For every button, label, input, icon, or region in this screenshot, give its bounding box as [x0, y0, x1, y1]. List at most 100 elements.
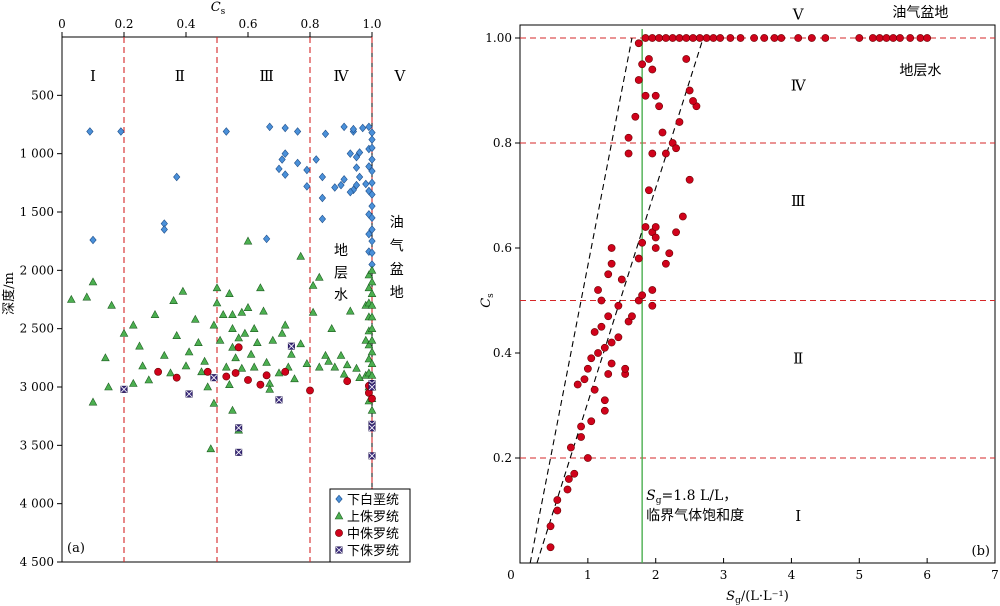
- y-axis-title-b-text-sub: s: [486, 293, 496, 298]
- data-point-b: [923, 34, 932, 42]
- y-tick-label-a: 4 500: [20, 555, 54, 569]
- data-point-b: [807, 34, 816, 42]
- data-point-a: [321, 129, 330, 139]
- annotation-a: 地: [334, 243, 348, 259]
- data-point-a: [190, 314, 200, 323]
- data-point-a: [318, 214, 326, 224]
- data-point-a: [367, 347, 377, 356]
- data-point-a: [160, 225, 168, 234]
- data-point-b: [726, 34, 735, 42]
- series-a-2: [154, 343, 376, 403]
- data-point-a: [172, 331, 182, 339]
- data-point-b: [648, 65, 657, 74]
- y-axis-title-b-text: Cs: [479, 293, 496, 308]
- data-point-b: [675, 118, 684, 126]
- data-point-a: [343, 377, 352, 386]
- data-point-b: [906, 34, 915, 42]
- data-point-a: [231, 353, 240, 362]
- data-point-b: [736, 34, 745, 42]
- data-point-b: [668, 34, 677, 42]
- data-point-a: [128, 320, 138, 329]
- data-point-a-cross: [185, 390, 193, 398]
- data-point-b: [553, 496, 562, 504]
- data-point-b: [600, 343, 609, 352]
- data-point-a: [178, 286, 188, 295]
- x-tick-label-b: 5: [855, 568, 863, 582]
- data-point-a: [367, 289, 377, 297]
- y-tick-label-a: 500: [31, 88, 54, 102]
- data-point-a: [66, 294, 76, 303]
- data-point-a: [228, 324, 237, 332]
- data-point-a: [367, 300, 377, 309]
- data-point-a: [173, 172, 181, 182]
- data-point-b: [577, 433, 585, 441]
- data-point-b: [651, 91, 660, 100]
- data-point-b: [566, 443, 575, 452]
- data-point-a-cross: [235, 424, 242, 432]
- data-point-a: [368, 201, 376, 211]
- data-point-a: [281, 149, 289, 158]
- data-point-b: [590, 385, 599, 394]
- data-point-b: [600, 406, 609, 415]
- data-point-a: [294, 127, 302, 136]
- data-point-b: [716, 34, 725, 42]
- data-point-b: [631, 112, 640, 121]
- legend-entry-a: 下侏罗统: [347, 544, 399, 559]
- data-point-a-cross: [288, 342, 295, 350]
- critical-label-line1: Sg=1.8 L/L，: [646, 488, 737, 506]
- data-point-b: [546, 543, 555, 552]
- data-point-a: [356, 172, 364, 182]
- data-point-a: [296, 339, 306, 348]
- data-point-b: [564, 475, 573, 483]
- data-point-a: [280, 320, 290, 329]
- data-point-b: [597, 296, 606, 305]
- data-point-b: [648, 301, 657, 310]
- y-tick-label-b: 0.2: [493, 451, 512, 465]
- data-point-a: [368, 178, 376, 188]
- data-point-b: [604, 312, 613, 321]
- data-point-b: [682, 34, 691, 42]
- data-point-a: [209, 320, 219, 329]
- data-point-a: [221, 362, 231, 371]
- data-point-a: [263, 234, 271, 244]
- data-point-a: [296, 251, 306, 260]
- data-point-a: [210, 374, 218, 382]
- data-point-a: [185, 390, 193, 398]
- data-point-a: [159, 350, 169, 359]
- data-point-a: [368, 190, 376, 199]
- data-point-b: [661, 259, 670, 268]
- data-point-a: [365, 122, 373, 132]
- data-point-a: [265, 384, 275, 393]
- zone-label-b: Ⅲ: [791, 192, 805, 210]
- critical-label-line1-sub: g: [656, 496, 662, 506]
- data-point-a: [367, 370, 377, 379]
- data-point-a: [362, 179, 370, 189]
- data-point-b: [821, 34, 830, 42]
- data-point-a: [346, 187, 354, 197]
- data-point-a: [181, 361, 191, 370]
- data-point-b: [563, 485, 572, 494]
- data-point-b: [634, 254, 643, 263]
- data-point-a: [359, 123, 367, 133]
- data-point-b: [604, 370, 613, 378]
- data-point-a-cross: [235, 449, 242, 456]
- data-point-a: [150, 310, 160, 318]
- data-point-b: [628, 312, 636, 321]
- y-tick-label-b: 0.4: [493, 346, 512, 360]
- plot-frame-b: [519, 24, 996, 564]
- data-point-a: [243, 303, 253, 311]
- data-point-b: [672, 144, 680, 153]
- data-point-a: [342, 360, 352, 369]
- x-axis-title-a: Cs: [211, 0, 226, 17]
- data-point-a: [346, 149, 354, 158]
- panel-a-depth-vs-cs: 0 0.2 0.4 0.6 0.8 1.0 500 1 000 1 500 2 000 2 500 3…: [1, 0, 411, 569]
- data-point-a: [262, 371, 271, 380]
- zone-label-a: Ⅳ: [334, 67, 350, 85]
- y-tick-label-b: 1.00: [485, 31, 512, 45]
- data-point-b: [607, 338, 616, 347]
- data-point-a: [256, 380, 265, 389]
- x-tick-label-b: 3: [720, 568, 728, 582]
- data-point-b: [651, 244, 660, 252]
- data-point-a: [259, 306, 268, 315]
- data-point-a: [364, 283, 374, 292]
